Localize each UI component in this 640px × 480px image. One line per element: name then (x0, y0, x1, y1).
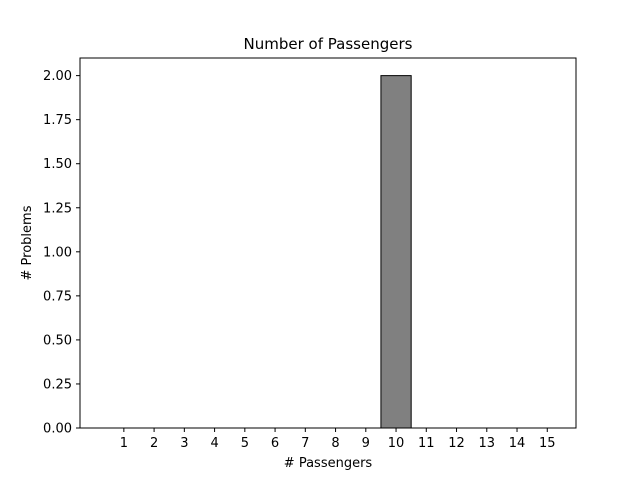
x-tick-label-10: 10 (388, 436, 405, 451)
y-tick-label-4: 1.00 (43, 245, 72, 260)
x-tick-label-7: 7 (301, 436, 309, 451)
y-tick-label-2: 0.50 (43, 333, 72, 348)
chart-title: Number of Passengers (244, 35, 413, 53)
x-tick-label-2: 2 (150, 436, 158, 451)
y-tick-label-3: 0.75 (43, 289, 72, 304)
x-tick-label-5: 5 (241, 436, 249, 451)
x-tick-label-14: 14 (509, 436, 526, 451)
x-tick-label-12: 12 (448, 436, 465, 451)
y-tick-label-6: 1.50 (43, 157, 72, 172)
y-tick-label-1: 0.25 (43, 377, 72, 392)
bar-10 (381, 76, 411, 428)
x-tick-label-8: 8 (331, 436, 339, 451)
y-tick-label-8: 2.00 (43, 69, 72, 84)
y-tick-label-7: 1.75 (43, 113, 72, 128)
x-tick-label-6: 6 (271, 436, 279, 451)
bars-group (381, 76, 411, 428)
x-tick-label-9: 9 (362, 436, 370, 451)
x-tick-label-15: 15 (539, 436, 556, 451)
y-tick-label-0: 0.00 (43, 422, 72, 437)
x-tick-label-3: 3 (180, 436, 188, 451)
x-tick-label-13: 13 (479, 436, 496, 451)
y-tick-label-5: 1.25 (43, 201, 72, 216)
x-tick-label-11: 11 (418, 436, 435, 451)
y-axis-label: # Problems (20, 205, 35, 280)
x-tick-label-4: 4 (210, 436, 218, 451)
x-tick-label-1: 1 (120, 436, 128, 451)
x-axis-label: # Passengers (284, 456, 373, 471)
